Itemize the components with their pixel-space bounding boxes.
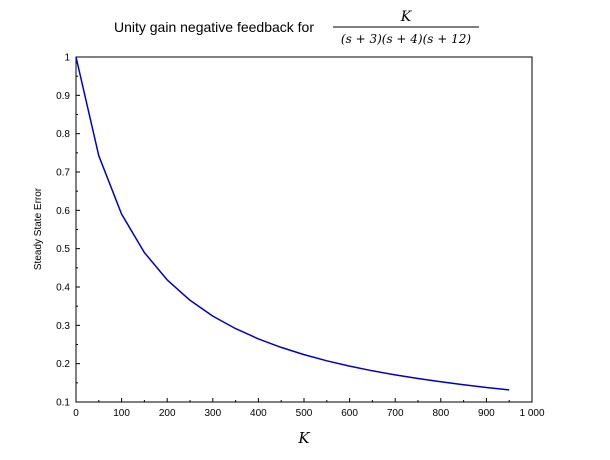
chart-title-denominator: (s + 3)(s + 4)(s + 12) (341, 32, 471, 46)
x-axis-label: K (297, 429, 310, 447)
series-layer (75, 56, 510, 391)
y-tick-label: 0.6 (56, 206, 70, 217)
y-tick-label: 0.3 (56, 321, 70, 332)
x-tick-label: 0 (73, 408, 79, 419)
y-axis-label: Steady State Error (33, 187, 44, 270)
y-tick-label: 0.1 (56, 398, 70, 409)
x-tick-label: 100 (113, 408, 130, 419)
y-tick-label: 0.5 (56, 244, 70, 255)
chart-title-numerator: K (400, 9, 413, 25)
y-tick-label: 0.7 (56, 168, 70, 179)
plot-area-frame (75, 56, 533, 403)
x-tick-label: 700 (387, 408, 404, 419)
x-tick-label: 600 (341, 408, 358, 419)
x-tick-label: 400 (250, 408, 267, 419)
x-tick-label: 900 (478, 408, 495, 419)
x-tick-label: 800 (432, 408, 449, 419)
y-tick-label: 0.8 (56, 129, 70, 140)
x-tick-label: 500 (296, 408, 313, 419)
x-axis: 0 100 200 300 400 500 600 700 800 900 1 000 (73, 398, 545, 419)
y-tick-label: 1 (64, 53, 70, 64)
steady-state-error-line (75, 56, 510, 391)
y-axis: 0.1 0.2 0.3 0.4 0.5 0.6 0.7 0.8 0.9 1 (56, 53, 80, 409)
y-tick-label: 0.2 (56, 359, 70, 370)
y-tick-label: 0.9 (56, 91, 70, 102)
y-tick-label: 0.4 (56, 283, 70, 294)
chart-title-text: Unity gain negative feedback for (114, 19, 314, 35)
chart-title: Unity gain negative feedback for K (s + … (114, 9, 479, 46)
x-tick-label: 200 (159, 408, 176, 419)
x-tick-label: 300 (204, 408, 221, 419)
x-tick-label: 1 000 (519, 408, 544, 419)
